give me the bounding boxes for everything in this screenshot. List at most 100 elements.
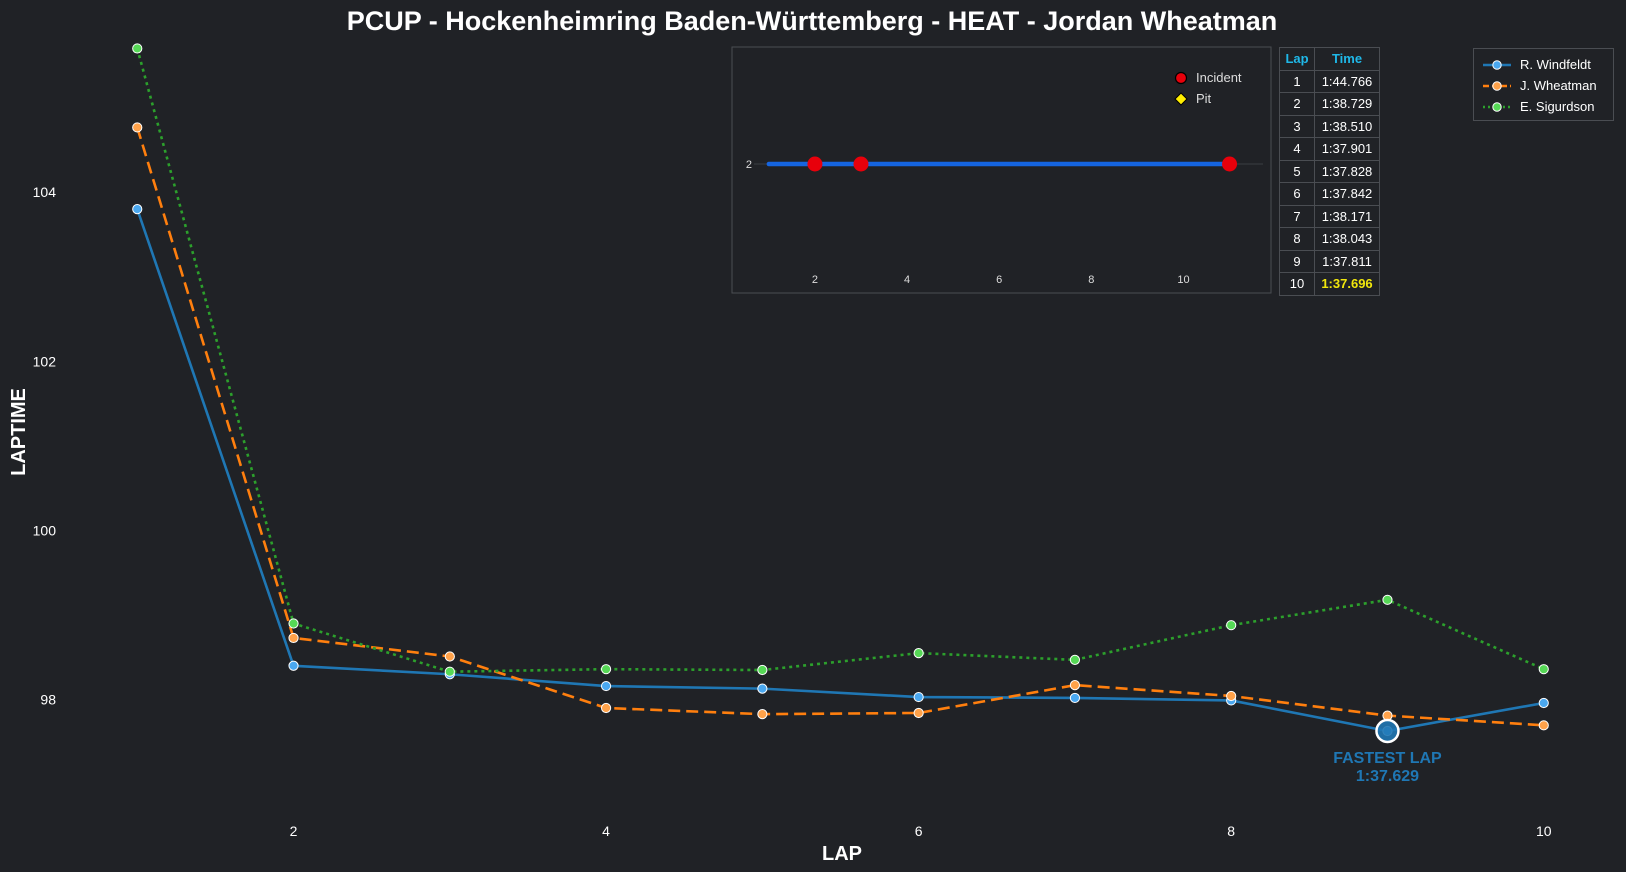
table-row: 3 1:38.510	[1279, 114, 1380, 138]
inset-legend-pit: Pit	[1174, 88, 1242, 109]
x-tick-label: 4	[602, 823, 610, 839]
table-header-time: Time	[1314, 47, 1380, 71]
x-tick-label: 10	[1536, 823, 1552, 839]
pit-swatch	[1174, 91, 1188, 106]
lap-table-body: 1 1:44.766 2 1:38.729 3 1:38.510 4 1:37.901 5 1:3…	[1279, 69, 1380, 296]
lap-number-cell: 6	[1279, 182, 1315, 206]
data-point-r-windfeldt	[913, 691, 924, 703]
inset-x-tick-label: 8	[1088, 274, 1094, 286]
table-row: 2 1:38.729	[1279, 92, 1380, 116]
x-axis-label: LAP	[822, 843, 862, 865]
incident-marker	[807, 156, 823, 172]
table-row: 6 1:37.842	[1279, 182, 1380, 206]
inset-legend-label: Pit	[1196, 91, 1212, 106]
data-point-j-wheatman	[913, 707, 924, 719]
fastest-lap-marker	[1375, 718, 1400, 744]
series-line-e-sigurdson	[136, 48, 1545, 674]
lap-number-cell: 1	[1279, 69, 1315, 93]
data-point-r-windfeldt	[1069, 692, 1081, 704]
data-point-j-wheatman	[1538, 720, 1549, 731]
incident-marker	[1222, 156, 1238, 172]
data-point-j-wheatman	[757, 709, 768, 720]
legend-label: E. Sigurdson	[1520, 99, 1595, 114]
y-axis-label: LAPTIME	[8, 388, 30, 476]
data-point-e-sigurdson	[757, 664, 768, 676]
data-point-j-wheatman	[132, 122, 143, 133]
data-point-e-sigurdson	[600, 664, 612, 675]
inset-frame	[731, 46, 1272, 294]
data-point-j-wheatman	[1069, 680, 1081, 691]
data-point-r-windfeldt	[288, 660, 299, 671]
legend-label: J. Wheatman	[1520, 78, 1597, 93]
lap-time-table: Lap Time 1 1:44.766 2 1:38.729 3 1:38.510 4 1:3…	[1279, 47, 1380, 296]
lap-number-cell: 2	[1279, 92, 1315, 116]
inset-x-tick-label: 4	[904, 274, 910, 286]
inset-legend: Incident Pit	[1174, 67, 1242, 109]
table-row: 4 1:37.901	[1279, 137, 1380, 161]
lap-number-cell: 5	[1279, 159, 1315, 183]
table-row: 10 1:37.696	[1279, 272, 1380, 296]
chart-legend: R. Windfeldt J. Wheatman E. Sigurdson	[1473, 48, 1614, 121]
x-tick-label: 2	[290, 823, 298, 839]
data-point-e-sigurdson	[288, 618, 299, 629]
data-point-j-wheatman	[600, 702, 612, 714]
x-tick-label: 8	[1227, 823, 1235, 839]
table-row: 9 1:37.811	[1279, 249, 1380, 273]
table-row: 5 1:37.828	[1279, 159, 1380, 183]
table-row: 8 1:38.043	[1279, 227, 1380, 251]
data-point-r-windfeldt	[600, 680, 612, 692]
lap-number-cell: 4	[1279, 137, 1315, 161]
legend-swatch	[1483, 101, 1511, 112]
legend-item-r-windfeldt: R. Windfeldt	[1482, 54, 1607, 75]
inset-row-label: 2	[746, 159, 752, 171]
data-point-e-sigurdson	[444, 666, 455, 677]
data-point-r-windfeldt	[757, 683, 768, 694]
y-tick-label: 100	[33, 522, 57, 538]
fastest-lap-time: 1:37.629	[1356, 768, 1419, 785]
legend-swatch	[1483, 59, 1511, 70]
lap-number-cell: 7	[1279, 204, 1315, 228]
data-point-j-wheatman	[288, 632, 299, 644]
lap-time-cell: 1:38.729	[1314, 92, 1380, 116]
series-line-j-wheatman	[136, 127, 1544, 727]
y-tick-label: 98	[40, 692, 56, 708]
table-row: 7 1:38.171	[1279, 204, 1380, 228]
lap-number-cell: 9	[1279, 249, 1315, 273]
lap-time-cell: 1:37.901	[1314, 137, 1380, 161]
inset-x-tick-label: 2	[812, 274, 818, 286]
legend-swatch	[1483, 80, 1511, 91]
lap-number-cell: 3	[1279, 114, 1315, 138]
fastest-lap-label: FASTEST LAP	[1333, 750, 1442, 767]
data-point-e-sigurdson	[1069, 654, 1081, 665]
table-row: 1 1:44.766	[1279, 69, 1380, 93]
data-point-r-windfeldt	[1538, 697, 1549, 709]
lap-time-cell: 1:37.842	[1314, 182, 1380, 206]
lap-time-cell: 1:37.828	[1314, 159, 1380, 183]
legend-label: R. Windfeldt	[1520, 57, 1591, 72]
data-point-e-sigurdson	[1226, 620, 1237, 631]
inset-x-tick-label: 10	[1177, 274, 1189, 286]
inset-legend-incident: Incident	[1174, 67, 1242, 88]
legend-item-j-wheatman: J. Wheatman	[1482, 75, 1607, 96]
data-point-e-sigurdson	[913, 647, 924, 659]
inset-legend-label: Incident	[1196, 70, 1242, 85]
chart-title: PCUP - Hockenheimring Baden-Württemberg …	[347, 6, 1278, 36]
incident-timeline-inset: 2 2 4 6 8 10	[731, 46, 1272, 294]
incident-swatch	[1174, 71, 1188, 84]
series-line-r-windfeldt	[136, 208, 1544, 733]
lap-time-cell: 1:38.510	[1314, 114, 1380, 138]
lap-time-cell: 1:37.696	[1314, 272, 1380, 296]
lap-time-cell: 1:38.171	[1314, 204, 1380, 228]
data-point-j-wheatman	[1226, 690, 1237, 702]
data-point-r-windfeldt	[132, 204, 143, 215]
x-tick-label: 6	[915, 823, 923, 839]
lap-time-cell: 1:37.811	[1314, 249, 1380, 273]
incident-marker	[853, 156, 869, 172]
lap-time-cell: 1:44.766	[1314, 69, 1380, 93]
inset-x-tick-label: 6	[996, 274, 1002, 286]
table-header-lap: Lap	[1279, 47, 1315, 71]
data-point-e-sigurdson	[132, 43, 143, 54]
data-point-j-wheatman	[444, 651, 455, 662]
lap-number-cell: 10	[1279, 272, 1315, 296]
